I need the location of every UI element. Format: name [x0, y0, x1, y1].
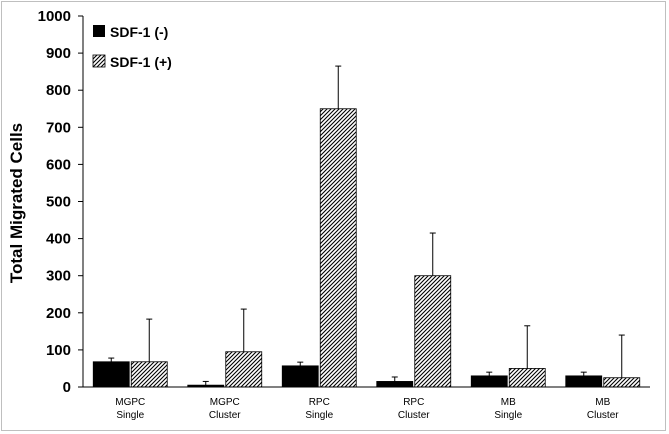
category-label: RPC — [403, 397, 424, 408]
category-label: Cluster — [587, 410, 619, 421]
y-tick-label: 700 — [46, 119, 71, 136]
y-tick-label: 800 — [46, 82, 71, 99]
bars — [92, 108, 641, 388]
category-label: MB — [595, 397, 610, 408]
category-label: Single — [305, 410, 333, 421]
bar-sdf-minus — [565, 375, 603, 388]
category-label: Cluster — [209, 410, 241, 421]
bar-sdf-plus — [130, 361, 168, 388]
category-label: MB — [501, 397, 516, 408]
category-label: Single — [116, 410, 144, 421]
legend-swatch-sdf-minus — [93, 25, 105, 37]
category-label: Single — [494, 410, 522, 421]
bar-sdf-plus — [508, 368, 546, 388]
error-bars — [108, 65, 625, 386]
category-label: MGPC — [210, 397, 240, 408]
y-tick-label: 500 — [46, 194, 71, 211]
y-tick-label: 200 — [46, 305, 71, 322]
bar-sdf-minus — [470, 375, 508, 388]
bar-sdf-minus — [376, 381, 414, 388]
bar-sdf-minus — [92, 361, 130, 388]
bar-sdf-plus — [319, 108, 357, 388]
bar-sdf-plus — [414, 275, 452, 388]
bar-sdf-plus — [225, 351, 263, 388]
y-tick-label: 400 — [46, 231, 71, 248]
y-tick-label: 600 — [46, 156, 71, 173]
category-label: RPC — [309, 397, 330, 408]
bar-sdf-plus — [603, 377, 641, 388]
legend-label-sdf-plus: SDF-1 (+) — [110, 54, 172, 70]
legend-label-sdf-minus: SDF-1 (-) — [110, 24, 168, 40]
category-labels: MGPC Single MGPC Cluster RPC Single RPC Cluster… — [115, 397, 619, 421]
y-tick-label: 300 — [46, 268, 71, 285]
bar-sdf-minus — [281, 365, 319, 388]
y-tick-label: 1000 — [38, 8, 71, 25]
legend: SDF-1 (-) SDF-1 (+) — [92, 24, 172, 70]
y-tick-label: 0 — [63, 379, 71, 396]
legend-swatch-sdf-plus — [92, 54, 106, 68]
category-label: MGPC — [115, 397, 145, 408]
category-label: Cluster — [398, 410, 430, 421]
y-tick-label: 100 — [46, 342, 71, 359]
y-axis-label: Total Migrated Cells — [7, 123, 26, 283]
y-tick-label: 900 — [46, 45, 71, 62]
y-axis-ticks: 0 100 200 300 400 500 600 700 800 900 1000 — [38, 8, 83, 396]
